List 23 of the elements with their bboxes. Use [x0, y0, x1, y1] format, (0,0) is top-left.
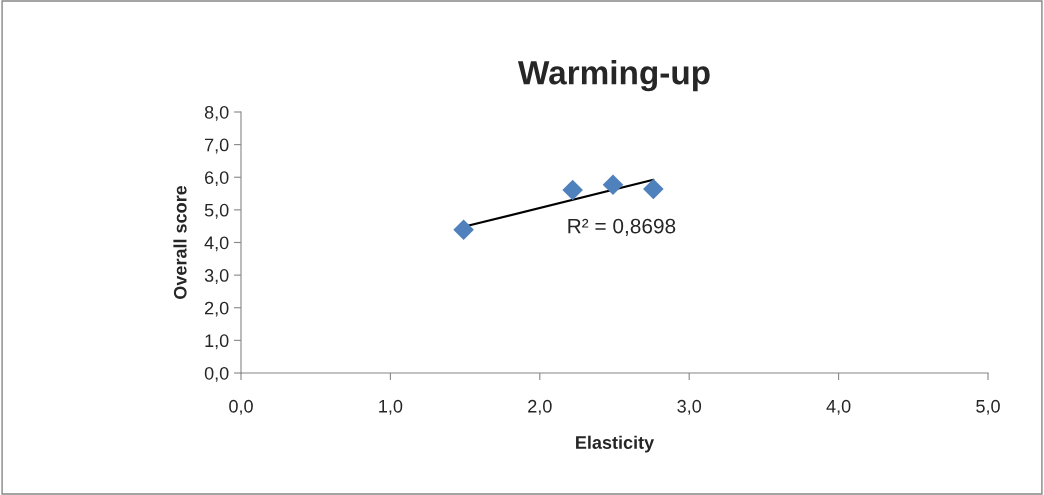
point — [643, 178, 664, 200]
y-tick-label: 5,0 — [204, 203, 229, 219]
y-tick-label: 4,0 — [204, 236, 229, 252]
y-tick-label: 3,0 — [204, 269, 229, 284]
y-tick-label: 2,0 — [205, 301, 229, 317]
x-tick-label: 5,0 — [976, 399, 1000, 415]
x-tick-label: 4,0 — [826, 399, 851, 415]
y-tick-label: 8,0 — [204, 105, 229, 121]
y-tick-label: 6,0 — [205, 171, 229, 187]
annotation: R² = 0,8698 — [568, 218, 676, 236]
chart-title: Warming-up — [517, 60, 710, 92]
y-axis-title: Overall score — [173, 185, 187, 299]
x-tick-label: 2,0 — [528, 399, 552, 415]
point — [562, 179, 583, 201]
y-tick-label: 7,0 — [205, 138, 229, 154]
y-tick-label: 0,0 — [204, 366, 229, 382]
point — [453, 219, 474, 241]
x-tick-label: 0,0 — [229, 399, 253, 415]
x-tick-label: 3,0 — [677, 399, 702, 415]
x-axis-title: Elasticity — [576, 435, 655, 453]
point — [602, 174, 624, 196]
x-tick-label: 1,0 — [379, 399, 403, 415]
y-tick-label: 1,0 — [205, 334, 229, 350]
